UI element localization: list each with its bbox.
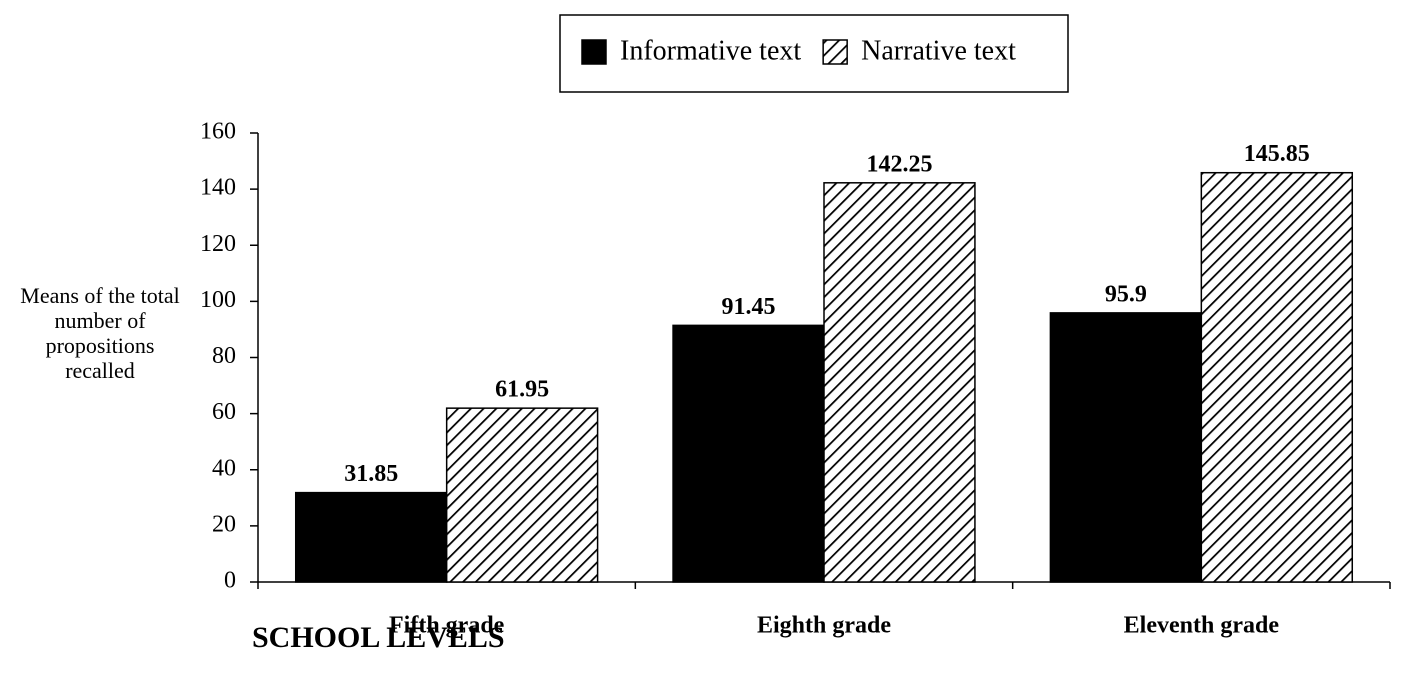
bar	[672, 324, 825, 583]
legend-swatch	[581, 39, 607, 65]
y-tick-label: 40	[212, 455, 236, 481]
legend-swatch	[822, 39, 848, 65]
x-tick-label: Eleventh grade	[1124, 613, 1280, 639]
bar	[445, 407, 599, 583]
bar	[1049, 312, 1203, 583]
data-label: 145.85	[1244, 141, 1310, 167]
bar	[294, 491, 448, 583]
legend-box	[559, 14, 1069, 93]
legend-label: Narrative text	[861, 35, 1016, 66]
data-label: 61.95	[495, 377, 549, 403]
y-tick-label: 80	[212, 343, 236, 369]
y-tick-label: 0	[224, 568, 236, 594]
data-label: 142.25	[866, 151, 932, 177]
y-tick-label: 160	[200, 119, 236, 145]
y-axis-label: Means of the total number of proposition…	[20, 283, 180, 383]
y-tick-label: 100	[200, 287, 236, 313]
y-tick-label: 140	[200, 175, 236, 201]
x-tick-label: Eighth grade	[757, 613, 891, 639]
data-label: 95.9	[1105, 281, 1147, 307]
x-tick-label: Fifth grade	[389, 613, 505, 639]
x-axis-label: SCHOOL LEVELS	[252, 621, 505, 654]
data-label: 31.85	[344, 461, 398, 487]
y-tick-label: 120	[200, 231, 236, 257]
bar	[823, 182, 976, 583]
bar	[1200, 171, 1354, 583]
y-tick-label: 20	[212, 511, 236, 537]
legend-label: Informative text	[620, 35, 801, 66]
data-label: 91.45	[722, 294, 776, 320]
y-tick-label: 60	[212, 399, 236, 425]
